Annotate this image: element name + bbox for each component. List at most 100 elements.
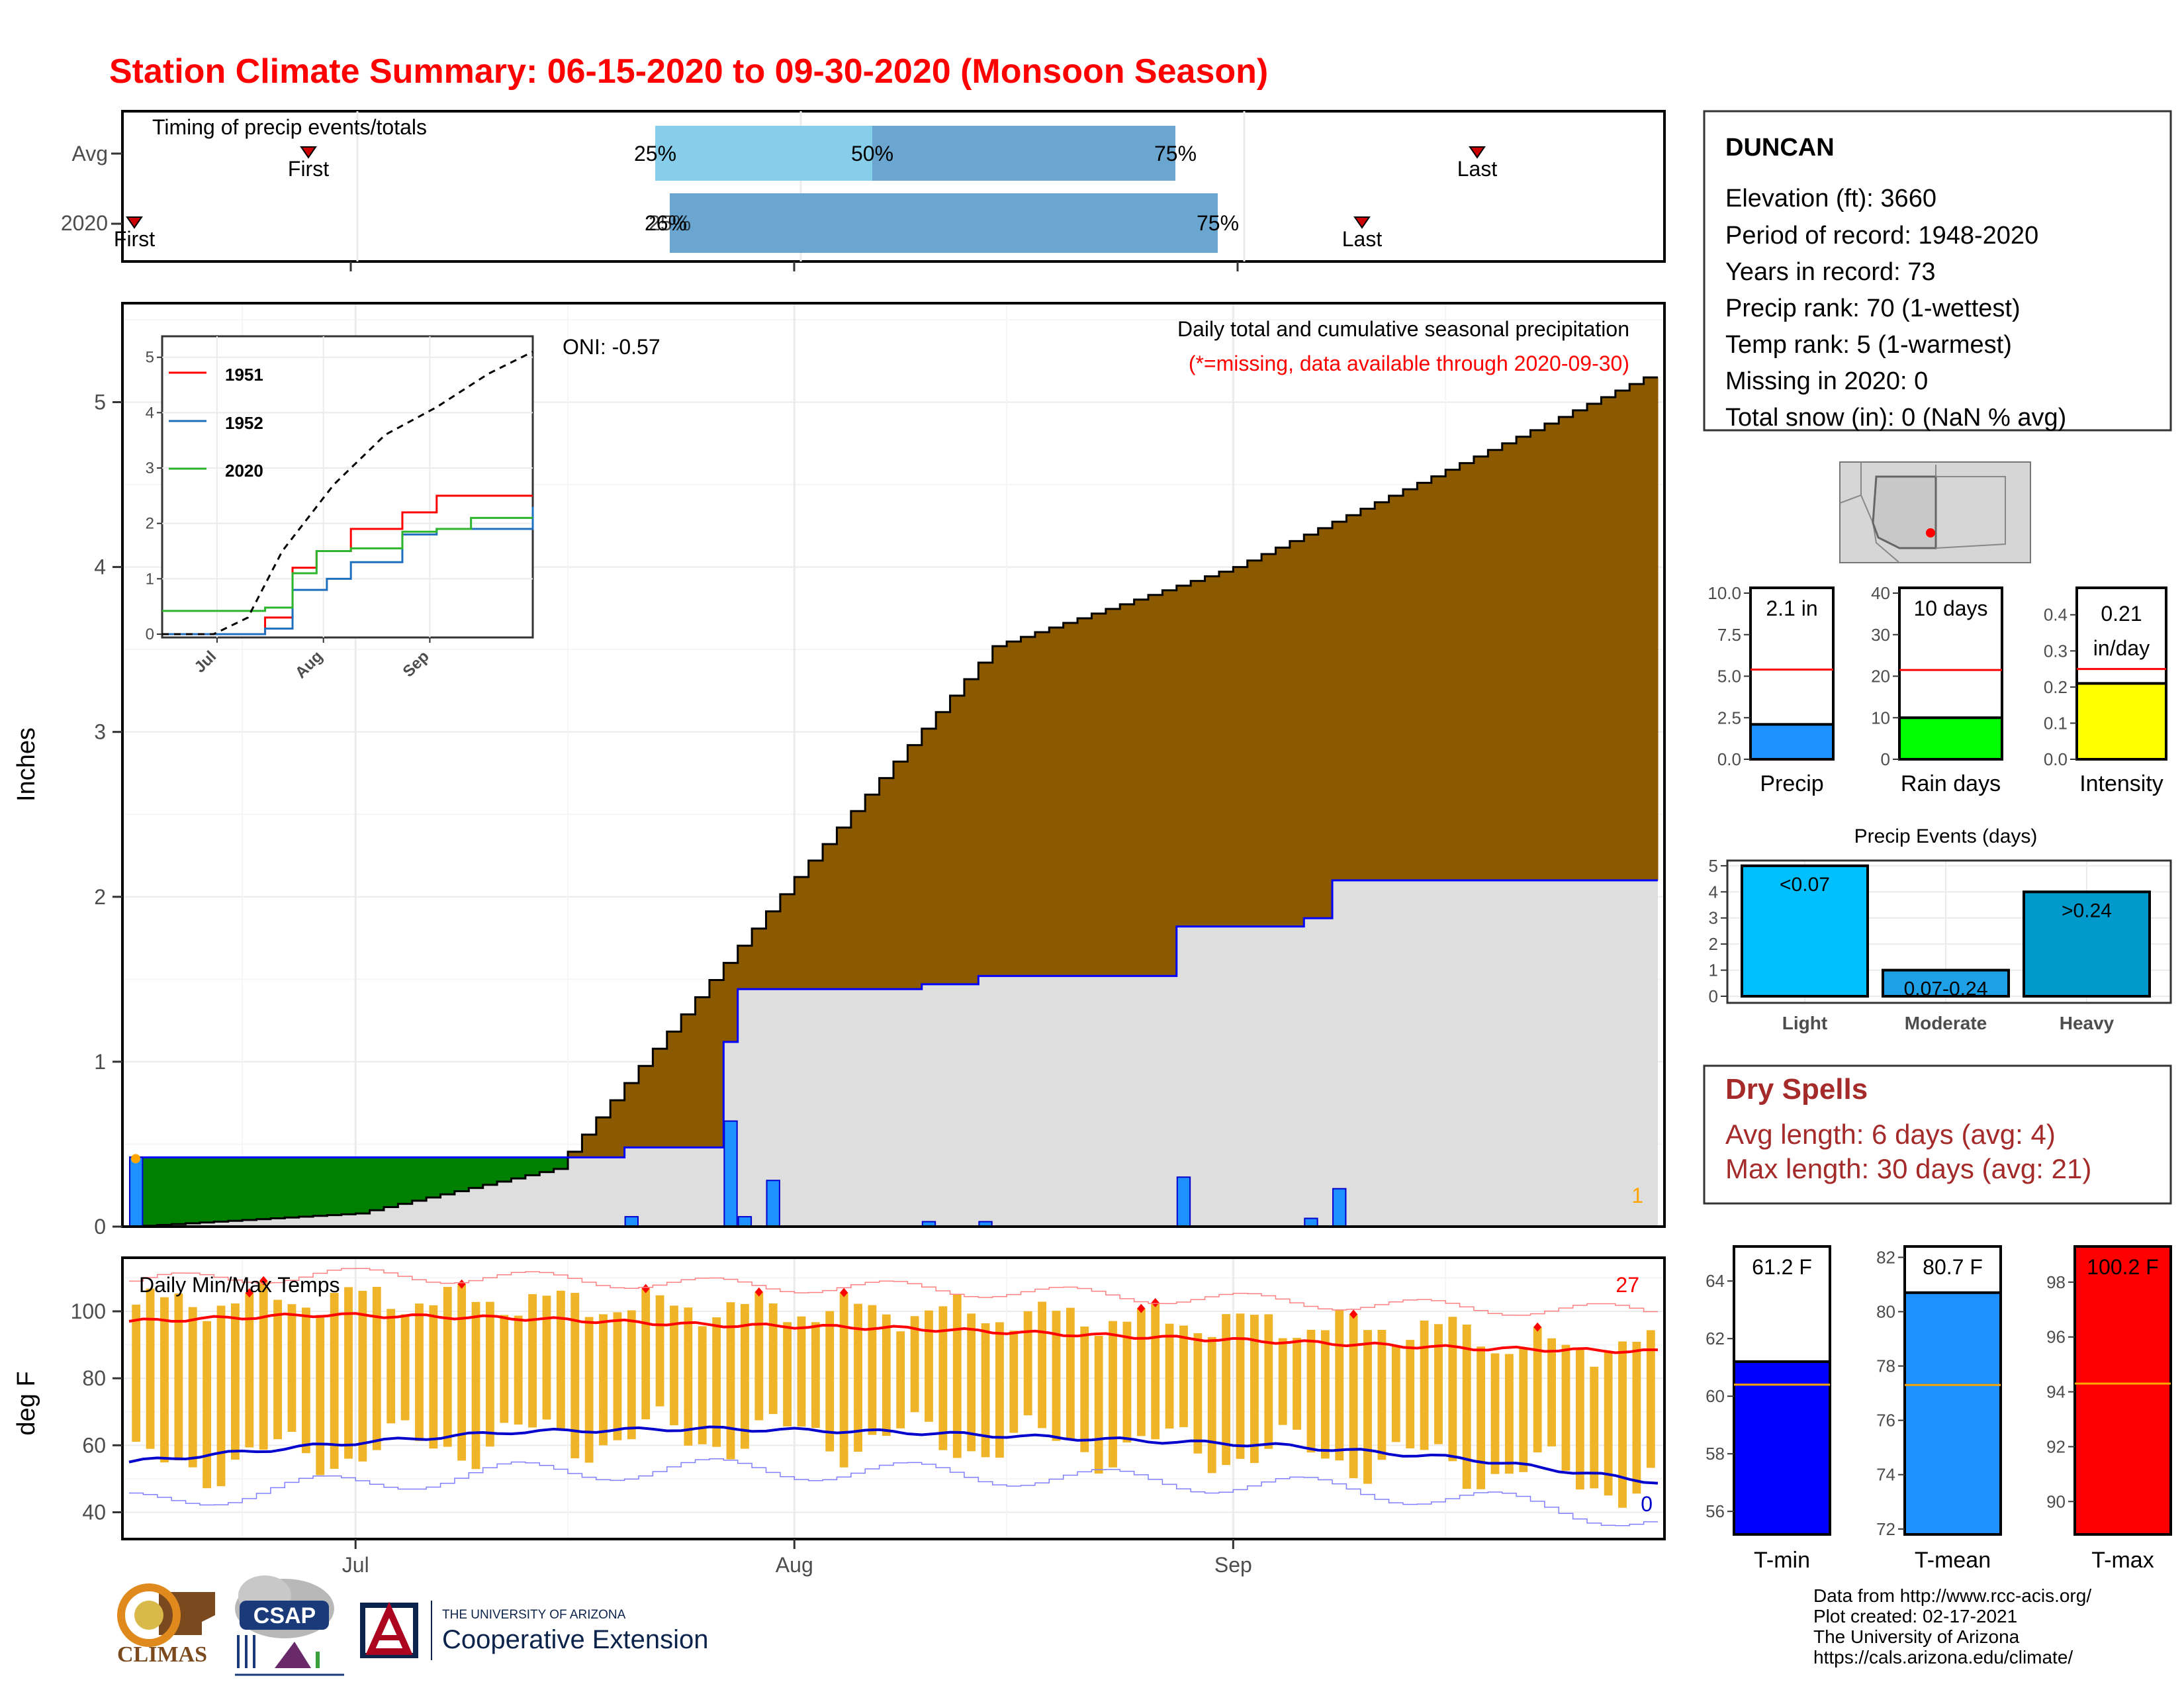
daily-temp-range-bar xyxy=(1519,1347,1528,1472)
above-average-surplus xyxy=(298,1157,314,1217)
below-average-deficit xyxy=(850,811,866,990)
below-average-deficit xyxy=(1205,576,1220,927)
below-average-deficit xyxy=(1544,423,1559,880)
below-average-deficit xyxy=(737,945,752,990)
missing-count: 1 xyxy=(1631,1184,1643,1207)
above-average-surplus xyxy=(171,1157,187,1225)
station-precip-rank: Precip rank: 70 (1-wettest) xyxy=(1725,295,2021,322)
dry-spells-title: Dry Spells xyxy=(1725,1073,1868,1105)
below-average-deficit xyxy=(1473,456,1488,880)
temp-bar-value xyxy=(1903,1291,2002,1536)
daily-temp-range-bar xyxy=(1646,1330,1655,1468)
temp-bar-value xyxy=(2073,1245,2172,1536)
daily-temp-range-bar xyxy=(486,1301,494,1447)
temp-bar-ytick-label: 82 xyxy=(1876,1247,1895,1267)
temp-panel-label: Daily Min/Max Temps xyxy=(139,1273,340,1297)
main-ytick-label: 4 xyxy=(94,555,106,579)
daily-precip-bar xyxy=(129,1156,144,1227)
daily-temp-range-bar xyxy=(768,1303,778,1415)
temp-plot-layer xyxy=(128,1268,1659,1526)
below-average-deficit xyxy=(582,1134,597,1158)
daily-temp-range-bar xyxy=(1080,1326,1089,1452)
record-high-marker xyxy=(1533,1322,1542,1332)
2020-last-label: Last xyxy=(1342,227,1383,251)
daily-temp-range-bar xyxy=(1278,1338,1287,1425)
daily-temp-range-bar xyxy=(415,1303,424,1441)
temp-bar-ytick-label: 78 xyxy=(1876,1356,1895,1376)
temp-ytick-label: 100 xyxy=(71,1299,106,1323)
avg-min-temp-line xyxy=(128,1425,1659,1485)
daily-temp-range-bar xyxy=(1335,1310,1344,1461)
daily-temp-range-bar xyxy=(868,1305,877,1435)
above-average-surplus xyxy=(341,1157,356,1215)
event-category-label: Heavy xyxy=(2060,1013,2115,1033)
seasonal-total-bars: 2.1 in 0.0 2.5 5.0 7.5 10.0 Precip 10 days 0 10 20… xyxy=(1707,583,2167,796)
dry-spells-box: Dry Spells Avg length: 6 days (avg: 4) M… xyxy=(1703,1064,2172,1205)
daily-precip-bar xyxy=(766,1180,780,1227)
mini-bar-ytick-label: 30 xyxy=(1871,625,1890,645)
daily-temp-range-bar xyxy=(1349,1314,1358,1479)
station-period: Period of record: 1948-2020 xyxy=(1725,222,2038,250)
daily-temp-range-bar xyxy=(443,1287,452,1447)
temp-bar-ytick-label: 64 xyxy=(1706,1271,1725,1291)
mini-bar-ytick-label: 10 xyxy=(1871,708,1890,727)
mini-bar-ytick-label: 0.0 xyxy=(2044,749,2068,769)
temp-bar-group-t-max: 100.2 F 90 92 94 96 98 T-max xyxy=(2046,1245,2172,1573)
footer-line-2: Plot created: 02-17-2021 xyxy=(1813,1606,2017,1626)
daily-temp-range-bar xyxy=(684,1307,693,1446)
daily-temp-range-bar xyxy=(1434,1324,1443,1444)
daily-temp-range-bar xyxy=(188,1307,197,1468)
below-average-deficit xyxy=(1275,547,1291,927)
events-ytick-label: 0 xyxy=(1709,986,1718,1006)
below-average-deficit xyxy=(1077,618,1092,976)
station-temp-rank: Temp rank: 5 (1-warmest) xyxy=(1725,331,2012,359)
daily-temp-range-bar xyxy=(655,1295,664,1407)
inset-legend: 1951 1952 2020 xyxy=(169,365,263,481)
daily-temp-range-bar xyxy=(811,1322,820,1429)
main-ylabel: Inches xyxy=(13,727,40,802)
below-average-deficit xyxy=(1091,613,1107,976)
temp-ylabel: deg F xyxy=(13,1371,40,1435)
timing-row-avg: Avg xyxy=(71,142,108,165)
station-elevation: Elevation (ft): 3660 xyxy=(1725,185,1936,212)
above-average-surplus xyxy=(412,1157,427,1201)
below-average-deficit xyxy=(1403,489,1418,880)
daily-temp-range-bar xyxy=(981,1323,990,1458)
daily-temp-range-bar xyxy=(500,1315,509,1423)
above-average-surplus xyxy=(384,1157,398,1207)
below-average-deficit xyxy=(1502,443,1517,880)
2020-first-marker xyxy=(126,216,143,229)
timing-row-2020: 2020 xyxy=(61,211,108,235)
event-bar-label: 0.07-0.24 xyxy=(1904,978,1988,1000)
main-precip-panel: 0 1 2 3 4 5 Inches ONI: -0.57 Daily total and… xyxy=(13,302,1666,1239)
daily-temp-range-bar xyxy=(387,1309,396,1424)
record-high-marker xyxy=(245,1288,253,1298)
mini-bar-xlabel: Intensity xyxy=(2079,771,2163,796)
mini-bar-ytick-label: 2.5 xyxy=(1717,708,1741,727)
above-average-surplus xyxy=(242,1157,257,1221)
daily-temp-range-bar xyxy=(203,1321,212,1489)
daily-temp-range-bar xyxy=(1293,1338,1301,1430)
inset-average-line xyxy=(162,351,533,635)
record-high-marker xyxy=(457,1279,466,1289)
below-average-deficit xyxy=(1148,594,1163,976)
record-high-marker xyxy=(840,1288,848,1297)
seasonal-temp-bars: 61.2 F 56 58 60 62 64 T-min 80.7 F 72 74 76 78 80 82 T… xyxy=(1706,1245,2172,1573)
below-average-deficit xyxy=(1346,515,1361,880)
daily-temp-range-bar xyxy=(995,1322,1004,1458)
below-average-deficit xyxy=(1105,608,1120,976)
daily-temp-range-bar xyxy=(882,1314,891,1436)
2020-75-label: 75% xyxy=(1197,211,1239,235)
below-average-deficit xyxy=(639,1066,653,1148)
above-average-surplus xyxy=(426,1157,441,1198)
temp-ytick-label: 60 xyxy=(82,1433,106,1457)
mini-bar-ytick-label: 20 xyxy=(1871,667,1890,686)
daily-temp-range-bar xyxy=(967,1313,976,1452)
daily-temp-range-bar xyxy=(400,1314,410,1421)
footer-line-1: Data from http://www.rcc-acis.org/ xyxy=(1813,1585,2091,1606)
max-record-count: 27 xyxy=(1615,1273,1639,1297)
daily-temp-range-bar xyxy=(429,1305,438,1449)
temp-panel: 40 60 80 100 deg F Daily Min/Max Temps 27 0… xyxy=(13,1256,1666,1577)
temp-ytick-label: 40 xyxy=(82,1501,106,1524)
